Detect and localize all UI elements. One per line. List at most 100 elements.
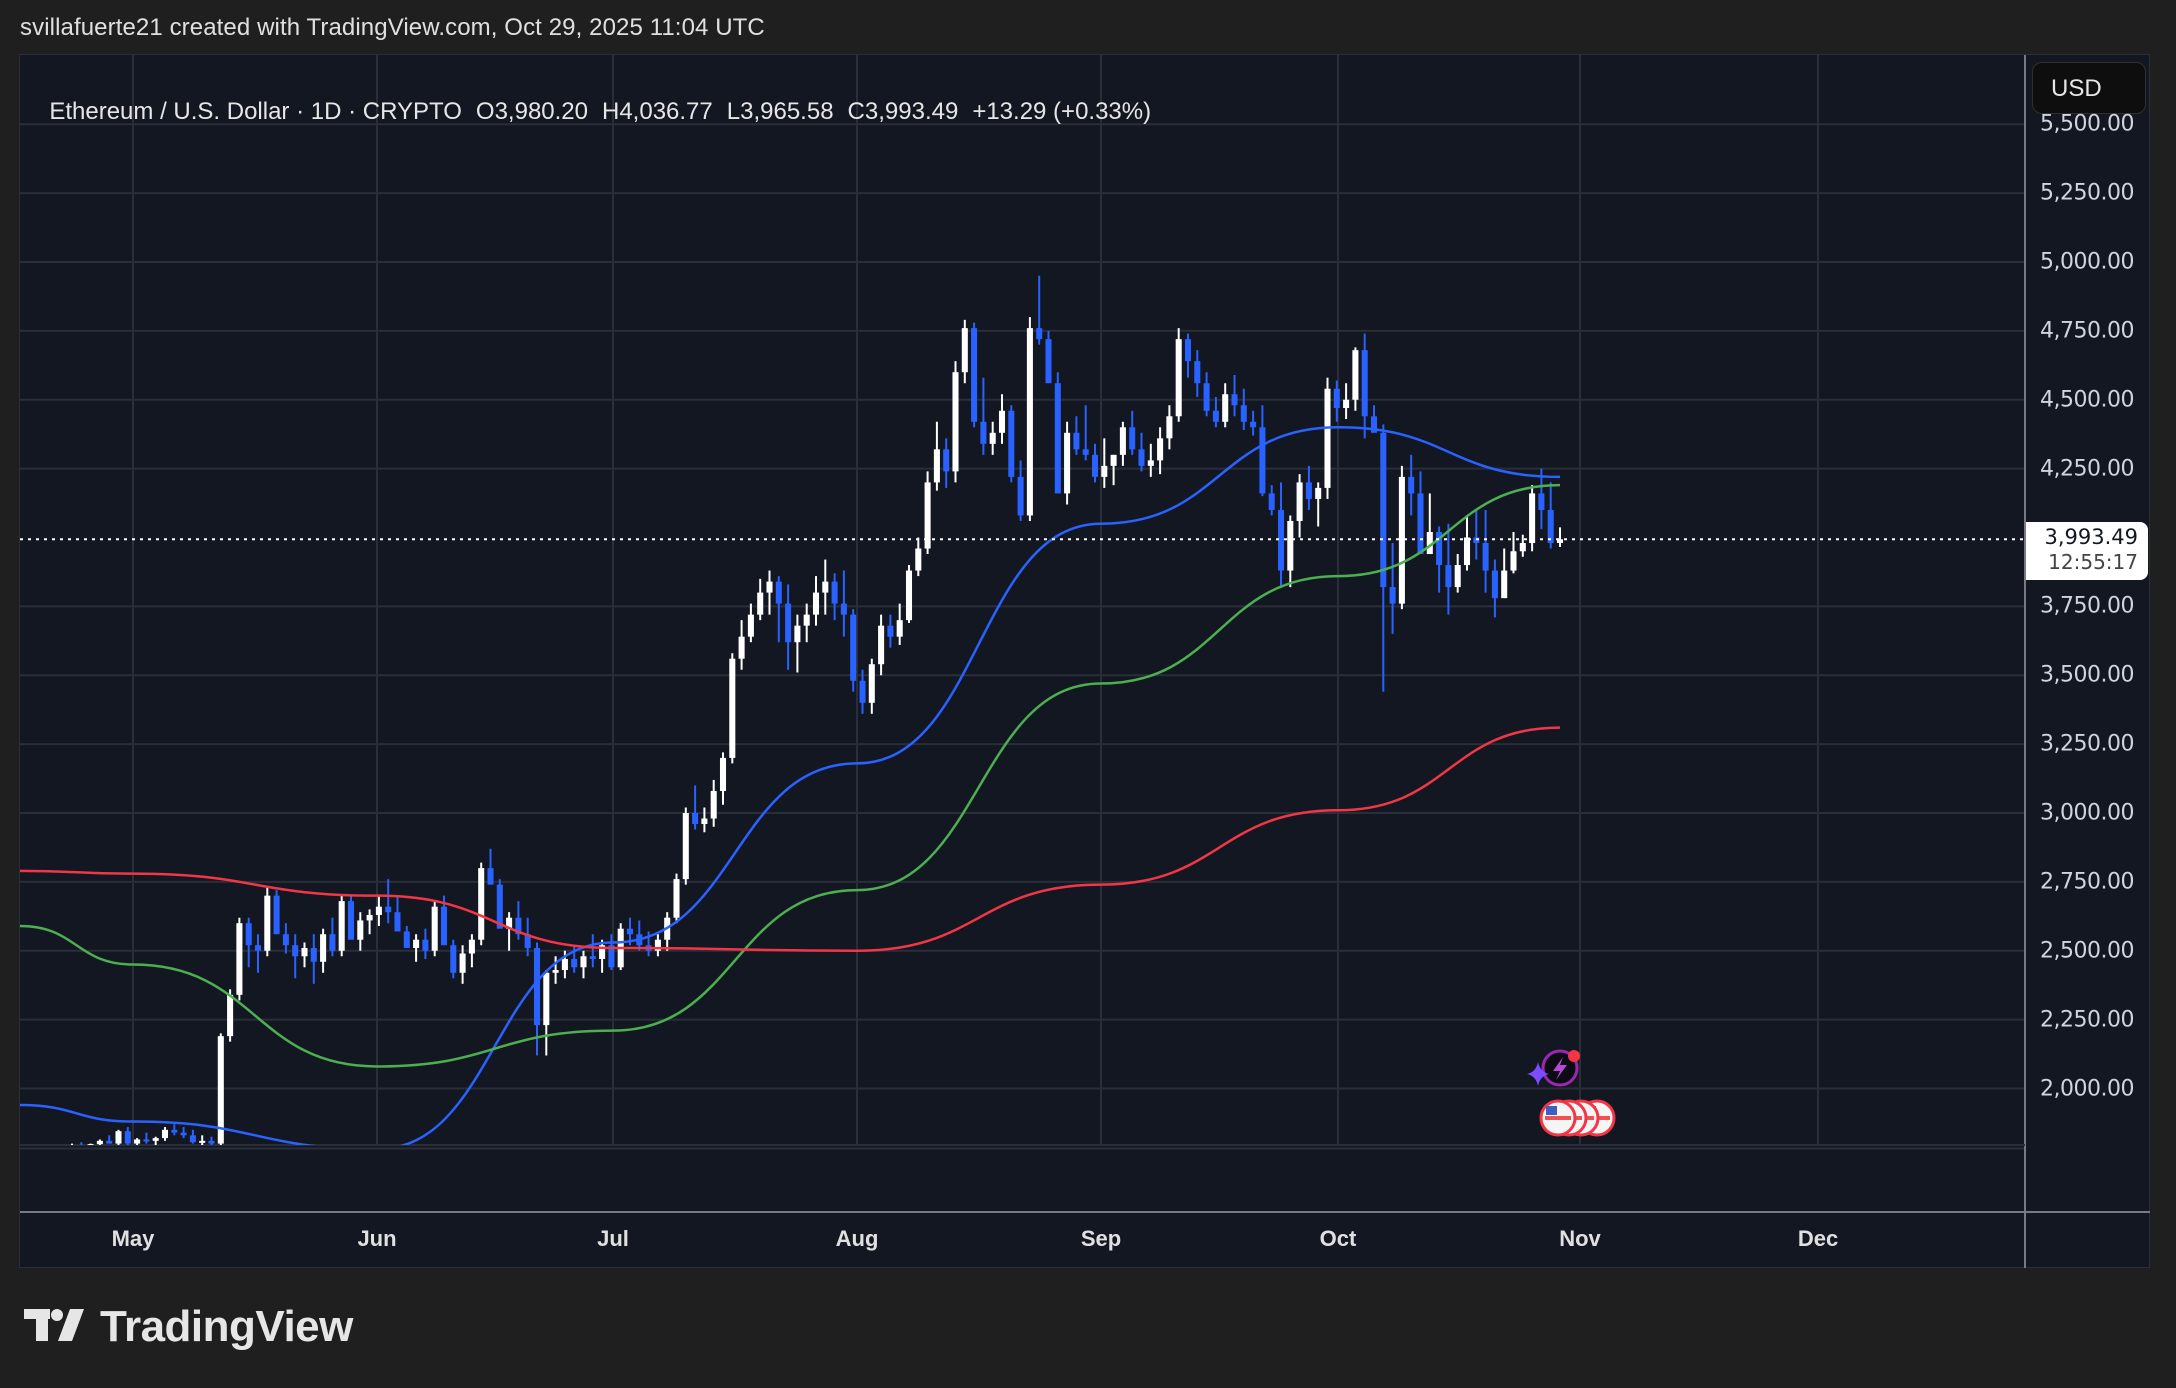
candle-up[interactable] xyxy=(1463,537,1471,566)
candle-down[interactable] xyxy=(1184,339,1192,362)
candle-up[interactable] xyxy=(580,956,587,968)
notification-dot[interactable] xyxy=(1568,1050,1580,1062)
candle-up[interactable] xyxy=(227,994,234,1037)
candle-up[interactable] xyxy=(552,970,559,973)
candle-down[interactable] xyxy=(394,912,401,932)
candle-down[interactable] xyxy=(329,934,336,951)
candle-down[interactable] xyxy=(1538,493,1545,510)
candle-down[interactable] xyxy=(608,945,615,968)
candle-down[interactable] xyxy=(1436,531,1443,566)
candle-up[interactable] xyxy=(357,920,364,940)
candle-up[interactable] xyxy=(682,813,689,880)
candle-down[interactable] xyxy=(1305,482,1312,499)
candle-up[interactable] xyxy=(915,548,922,571)
candle-down[interactable] xyxy=(850,614,857,681)
candle-down[interactable] xyxy=(626,928,634,935)
candle-down[interactable] xyxy=(1250,421,1257,428)
candle-up[interactable] xyxy=(654,939,661,951)
candle-down[interactable] xyxy=(254,945,262,951)
candle-up[interactable] xyxy=(87,1144,94,1148)
candle-down[interactable] xyxy=(1082,449,1089,455)
candle-down[interactable] xyxy=(571,959,578,968)
candle-up[interactable] xyxy=(1175,339,1182,417)
candle-up[interactable] xyxy=(199,1140,206,1143)
candle-down[interactable] xyxy=(1370,416,1378,433)
candle-up[interactable] xyxy=(506,917,513,929)
candle-down[interactable] xyxy=(310,947,317,962)
candle-down[interactable] xyxy=(403,931,410,948)
tradingview-logo[interactable]: TradingView xyxy=(24,1302,353,1352)
candle-down[interactable] xyxy=(1547,509,1554,544)
candle-up[interactable] xyxy=(933,449,940,483)
candle-down[interactable] xyxy=(1259,427,1266,494)
candle-up[interactable] xyxy=(1119,427,1126,455)
candle-up[interactable] xyxy=(1315,487,1322,499)
candle-down[interactable] xyxy=(1491,570,1498,599)
candle-down[interactable] xyxy=(1203,383,1210,411)
candle-up[interactable] xyxy=(822,581,829,593)
candle-up[interactable] xyxy=(1398,476,1405,604)
candle-up[interactable] xyxy=(1166,416,1173,439)
candle-down[interactable] xyxy=(589,956,596,960)
candle-down[interactable] xyxy=(440,906,448,946)
candle-down[interactable] xyxy=(1008,410,1015,477)
candle-down[interactable] xyxy=(1408,476,1415,494)
candle-down[interactable] xyxy=(533,947,541,1026)
candle-up[interactable] xyxy=(468,939,475,954)
candle-up[interactable] xyxy=(1426,531,1433,555)
candle-down[interactable] xyxy=(124,1131,131,1144)
candle-up[interactable] xyxy=(766,581,773,593)
candle-down[interactable] xyxy=(887,625,894,637)
candle-up[interactable] xyxy=(998,410,1006,433)
candle-down[interactable] xyxy=(859,680,866,703)
candle-up[interactable] xyxy=(236,923,243,995)
candle-down[interactable] xyxy=(450,945,457,973)
candle-up[interactable] xyxy=(878,625,885,665)
candle-down[interactable] xyxy=(1240,405,1247,422)
currency-button[interactable]: USD xyxy=(2032,62,2146,114)
candle-up[interactable] xyxy=(1222,394,1229,422)
candle-up[interactable] xyxy=(217,1036,224,1144)
candle-down[interactable] xyxy=(1129,427,1136,450)
candle-down[interactable] xyxy=(1361,350,1368,417)
candle-down[interactable] xyxy=(282,934,289,946)
candle-down[interactable] xyxy=(1380,432,1387,588)
candle-up[interactable] xyxy=(1519,543,1526,552)
candle-down[interactable] xyxy=(971,328,978,422)
candle-up[interactable] xyxy=(747,614,754,637)
candle-up[interactable] xyxy=(803,614,810,626)
candle-down[interactable] xyxy=(180,1132,187,1136)
candle-up[interactable] xyxy=(952,372,959,472)
candle-down[interactable] xyxy=(143,1139,150,1142)
candle-down[interactable] xyxy=(785,603,792,643)
candle-up[interactable] xyxy=(719,757,727,791)
candle-down[interactable] xyxy=(496,884,503,929)
candle-up[interactable] xyxy=(320,934,327,962)
candle-down[interactable] xyxy=(78,1144,85,1148)
candle-up[interactable] xyxy=(868,664,875,703)
candle-down[interactable] xyxy=(189,1135,196,1143)
candle-up[interactable] xyxy=(161,1129,169,1139)
candle-down[interactable] xyxy=(208,1140,215,1144)
candle-up[interactable] xyxy=(1556,539,1564,543)
candle-up[interactable] xyxy=(115,1131,122,1144)
candle-down[interactable] xyxy=(347,901,355,940)
symbol-name[interactable]: Ethereum / U.S. Dollar · 1D · CRYPTO xyxy=(49,98,462,125)
candle-up[interactable] xyxy=(1147,460,1154,466)
candle-down[interactable] xyxy=(245,923,252,946)
candle-up[interactable] xyxy=(413,939,420,948)
candle-down[interactable] xyxy=(273,895,280,935)
candle-up[interactable] xyxy=(301,947,308,957)
candle-up[interactable] xyxy=(812,592,820,615)
candle-up[interactable] xyxy=(1343,399,1350,409)
candle-up[interactable] xyxy=(1157,438,1164,461)
candle-down[interactable] xyxy=(1194,361,1201,384)
candle-down[interactable] xyxy=(1333,388,1340,409)
candle-up[interactable] xyxy=(68,1144,76,1149)
candle-down[interactable] xyxy=(692,813,699,825)
candle-up[interactable] xyxy=(924,482,931,549)
candle-down[interactable] xyxy=(106,1140,113,1144)
candle-up[interactable] xyxy=(961,328,968,373)
candle-up[interactable] xyxy=(1110,454,1117,466)
